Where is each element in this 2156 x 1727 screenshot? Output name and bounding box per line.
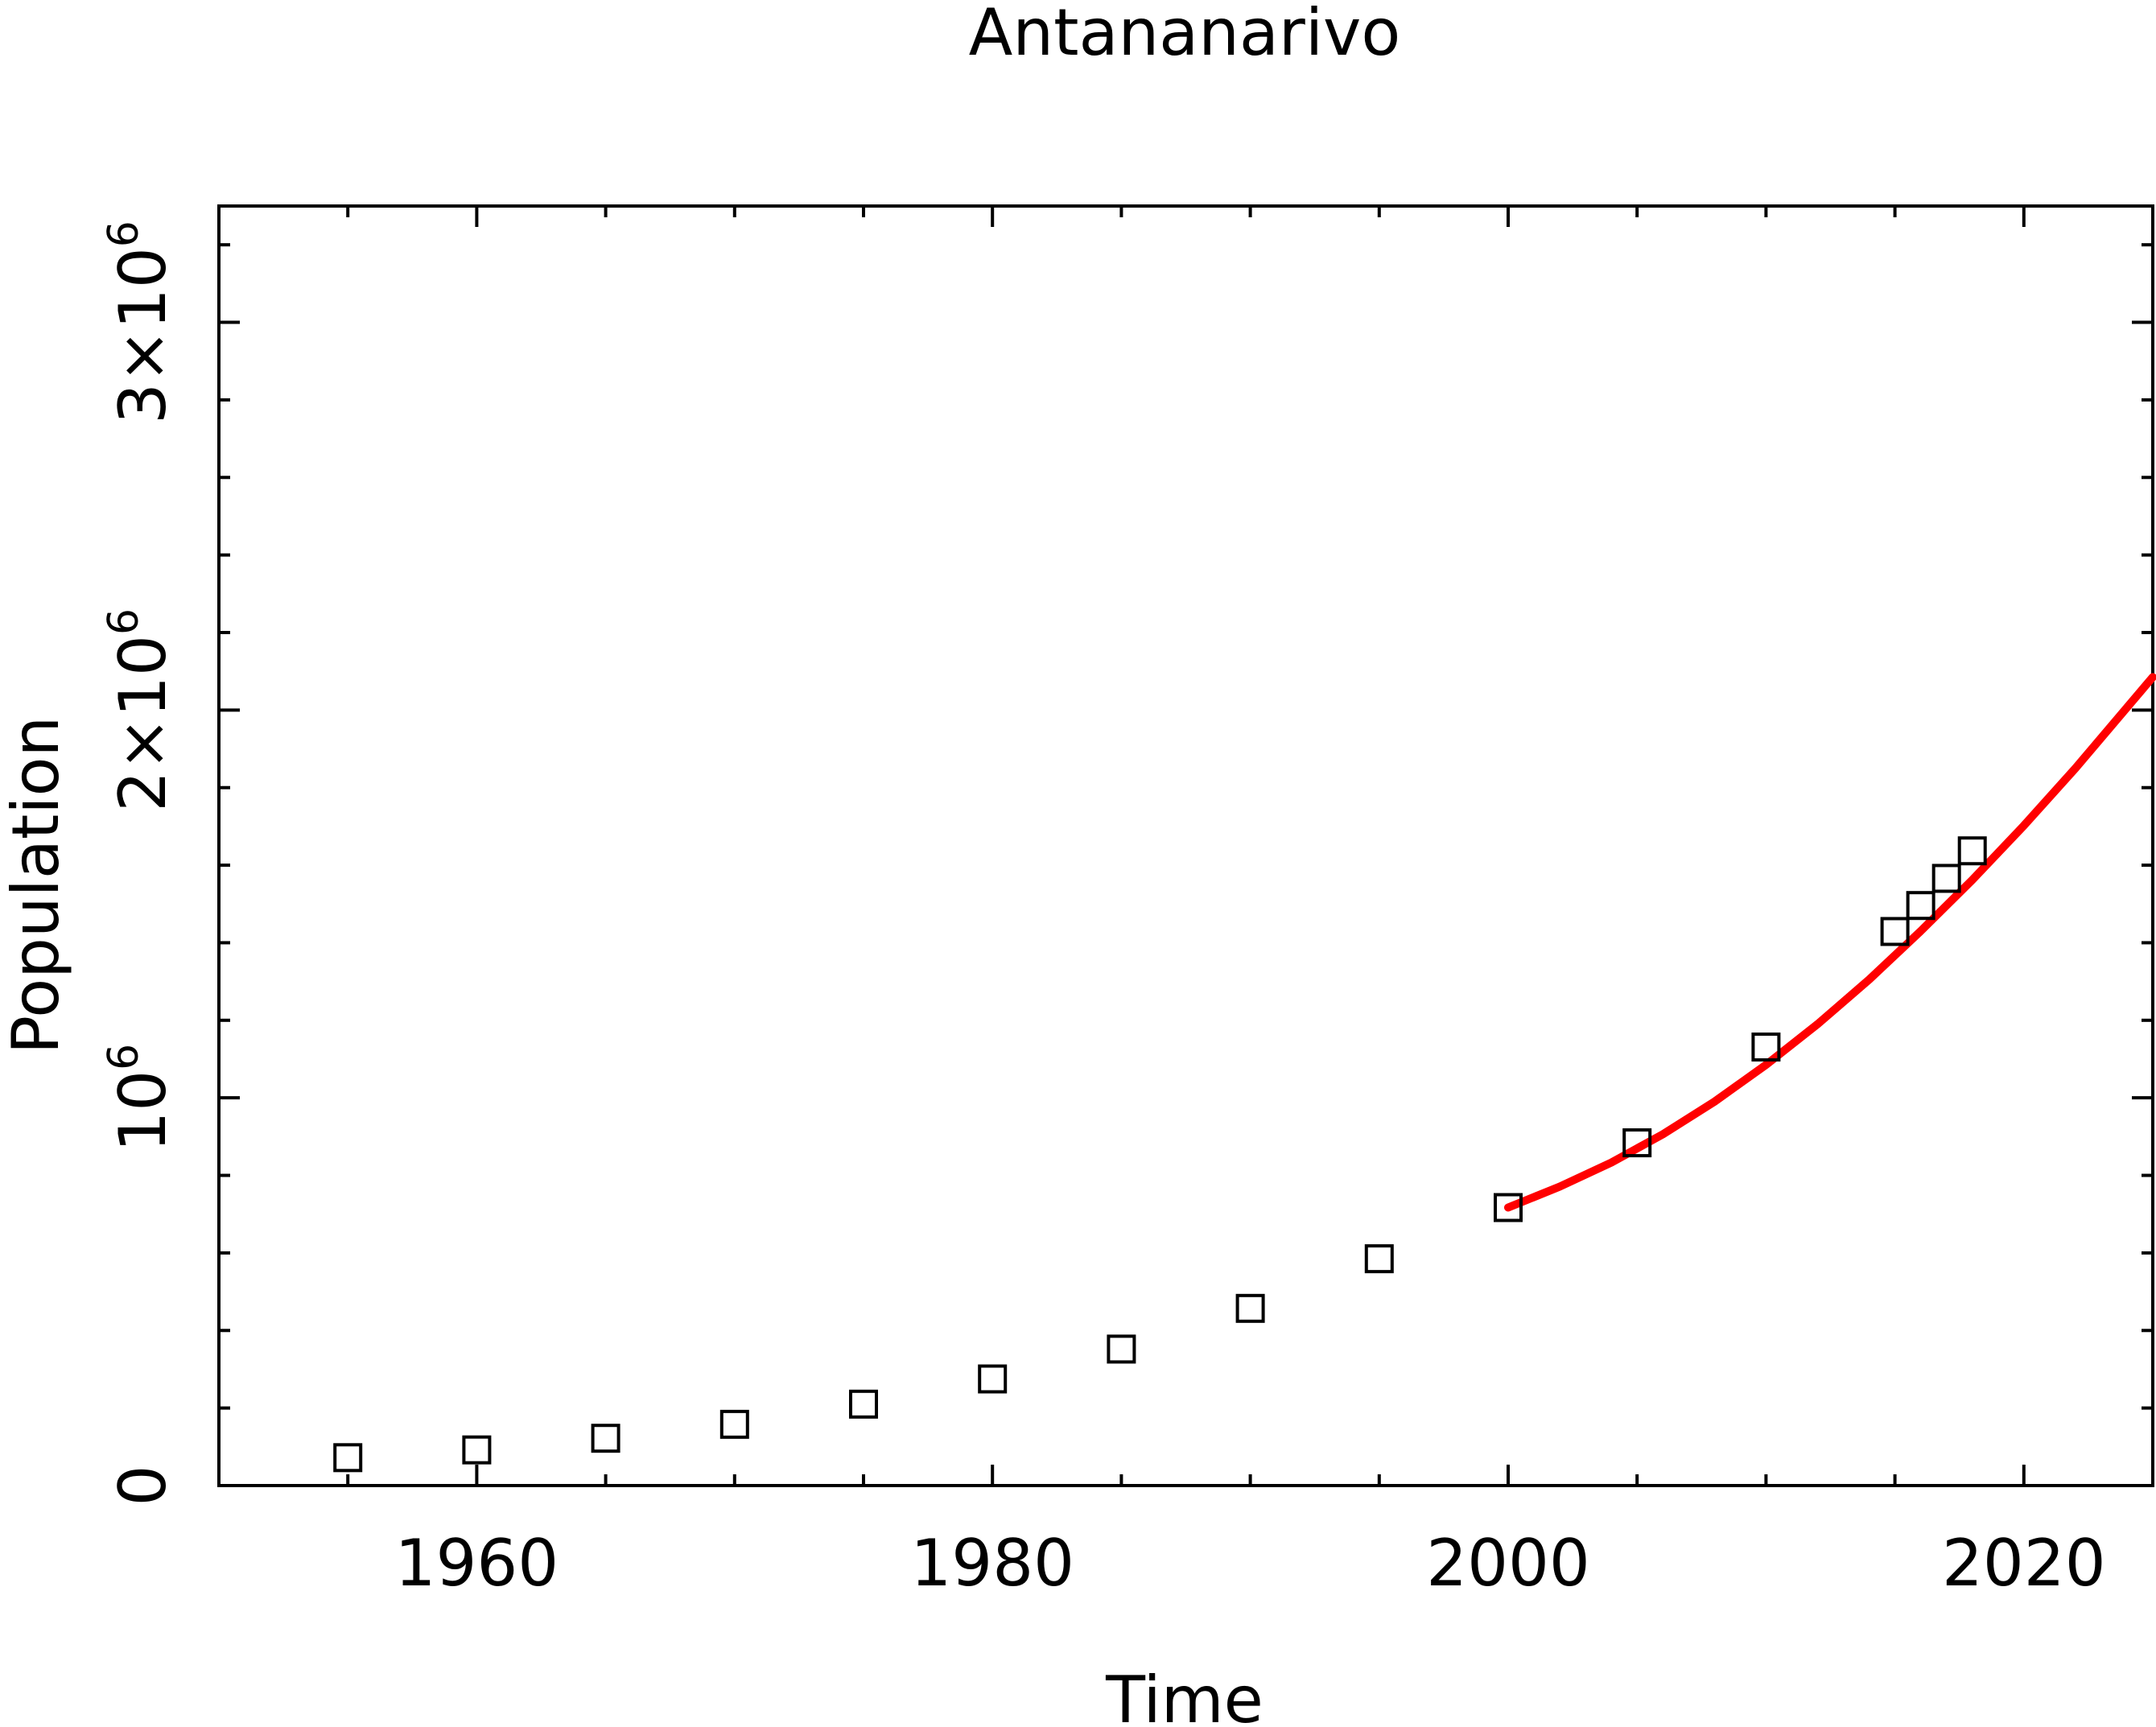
y-tick-label: 2×106	[100, 608, 180, 812]
x-tick-label: 2000	[1426, 1526, 1590, 1601]
data-point	[1235, 1293, 1265, 1323]
data-point	[591, 1424, 620, 1453]
y-tick-base: 3×10	[105, 247, 180, 424]
data-point	[719, 1409, 749, 1439]
y-axis-label: Population	[0, 716, 73, 1054]
y-tick-base: 2×10	[105, 635, 180, 812]
data-point	[1880, 917, 1910, 946]
data-point	[1931, 864, 1961, 893]
plot-frame	[217, 204, 2154, 1487]
data-point	[849, 1389, 878, 1419]
y-tick-exponent: 6	[100, 608, 148, 635]
data-point	[1751, 1032, 1781, 1062]
y-tick-base: 0	[105, 1465, 180, 1506]
data-point	[1906, 891, 1935, 921]
x-tick-label: 1980	[910, 1526, 1074, 1601]
data-point	[1622, 1128, 1652, 1158]
x-tick-label: 2020	[1942, 1526, 2106, 1601]
data-point	[1364, 1244, 1394, 1274]
data-point	[1107, 1334, 1136, 1364]
chart-title: Antananarivo	[969, 0, 1401, 70]
fit-line	[1504, 673, 2156, 1212]
y-tick-label: 106	[100, 1044, 180, 1152]
y-tick-exponent: 6	[100, 1044, 148, 1070]
data-series	[333, 673, 2156, 1473]
x-tick-label: 1960	[395, 1526, 559, 1601]
y-tick-base: 10	[105, 1070, 180, 1152]
y-tick-label: 3×106	[100, 221, 180, 424]
y-tick-exponent: 6	[100, 221, 148, 247]
data-point	[333, 1443, 363, 1473]
y-tick-label: 0	[105, 1465, 180, 1506]
data-point	[462, 1435, 492, 1465]
data-point	[978, 1364, 1008, 1394]
data-point	[1494, 1193, 1523, 1222]
axis-ticks	[217, 206, 2154, 1487]
data-point	[1957, 836, 1987, 866]
x-axis-label: Time	[1105, 1663, 1264, 1727]
